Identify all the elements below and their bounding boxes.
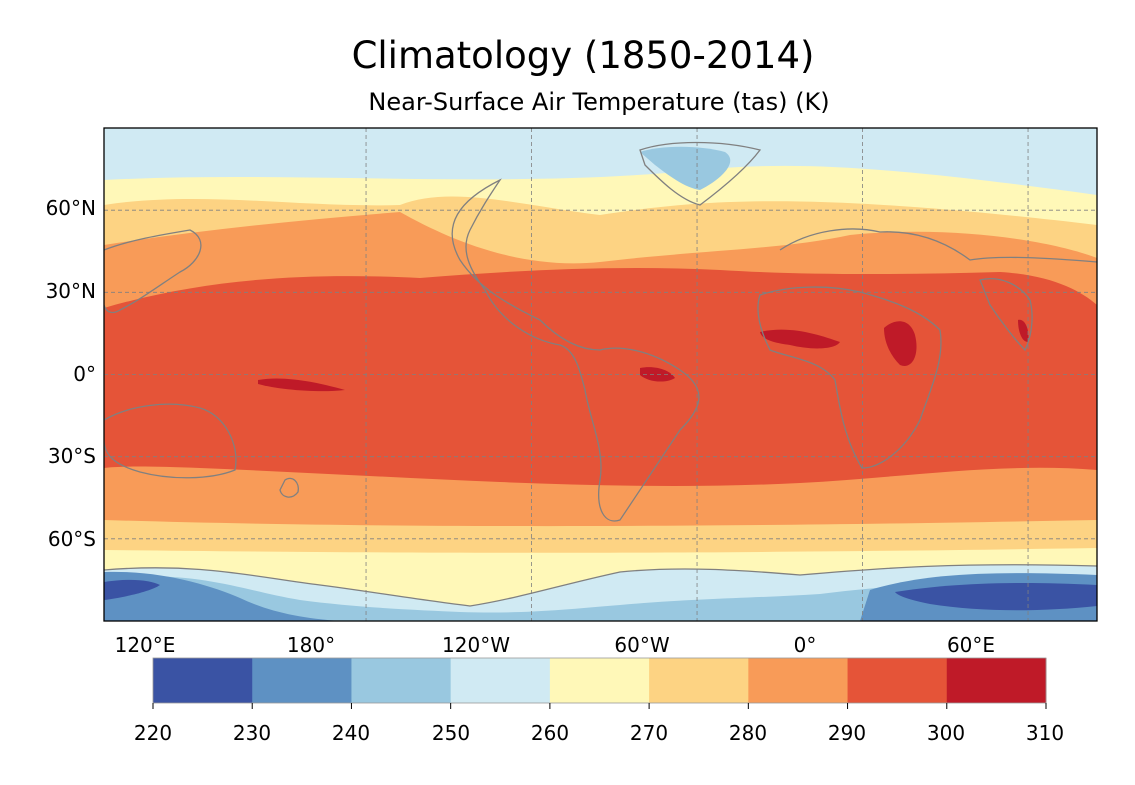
greenland-coast [639,141,762,206]
colorbar-frame [152,657,1047,704]
colorbar-segment [153,658,253,703]
colorbar-segment [847,658,948,703]
greenland-cold [640,146,731,190]
lon-label-60e: 60°E [946,633,996,657]
hot-pacific [258,378,345,392]
lat-label-60n: 60°N [45,196,96,220]
colorbar-segment [549,658,650,703]
band-290-300 [104,267,1097,486]
map-area [104,128,1097,621]
india-coast [979,278,1033,352]
gridlines [104,128,1097,621]
lat-label-30n: 30°N [45,279,96,303]
americas-coast [451,178,700,522]
lat-label-60s: 60°S [47,527,96,551]
map-subtitle: Near-Surface Air Temperature (tas) (K) [368,88,830,116]
antarctica-coast [104,564,1097,607]
lat-label-0: 0° [73,362,96,386]
figure-title: Climatology (1850-2014) [351,34,815,77]
antarctica-230-west [104,571,340,621]
colorbar-segment [649,658,749,703]
colorbar-tick-label: 220 [133,721,173,745]
colorbar-segment [351,658,452,703]
antarctica-220-west [104,579,160,600]
colorbar-tick-label: 270 [629,721,669,745]
lon-label-0: 0° [793,633,817,657]
colorbar-tick-label: 240 [331,721,371,745]
colorbar-segment [748,658,849,703]
lon-label-120e: 120°E [114,633,176,657]
antarctica-240 [104,576,1097,621]
eurasia-coast [779,228,1097,263]
colorbar-tick-label: 230 [232,721,272,745]
hot-india [1018,319,1029,342]
colorbar-segment [946,658,1047,703]
australia-coast [104,403,237,479]
map-frame [103,127,1098,622]
colorbar-segment [252,658,352,703]
colorbar-tick-label: 280 [728,721,768,745]
colorbar-tick-label: 260 [530,721,570,745]
hot-east-africa [884,321,917,366]
antarctica-220-east [895,582,1097,611]
hot-sahel [760,329,840,349]
east-asia-coast [104,229,202,314]
colorbar-tick-label: 310 [1025,721,1065,745]
colorbar-segment [450,658,551,703]
lon-label-180: 180° [286,633,336,657]
lon-label-120w: 120°W [442,633,510,657]
lon-label-60w: 60°W [614,633,670,657]
colorbar [152,657,1047,709]
lat-label-30s: 30°S [47,444,96,468]
colorbar-tick-label: 300 [926,721,966,745]
colorbar-tick-label: 290 [827,721,867,745]
new-zealand-coast [279,477,299,498]
colorbar-tick-label: 250 [431,721,471,745]
